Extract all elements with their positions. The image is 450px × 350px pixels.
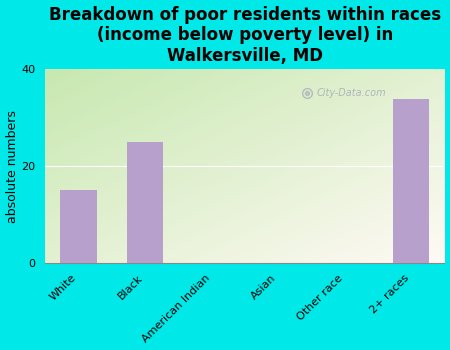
Bar: [393, 98, 429, 263]
Title: Breakdown of poor residents within races
(income below poverty level) in
Walkers: Breakdown of poor residents within races…: [49, 6, 441, 65]
Y-axis label: absolute numbers: absolute numbers: [5, 110, 18, 223]
Text: City-Data.com: City-Data.com: [317, 88, 386, 98]
Bar: [127, 142, 163, 263]
Bar: [60, 190, 97, 263]
